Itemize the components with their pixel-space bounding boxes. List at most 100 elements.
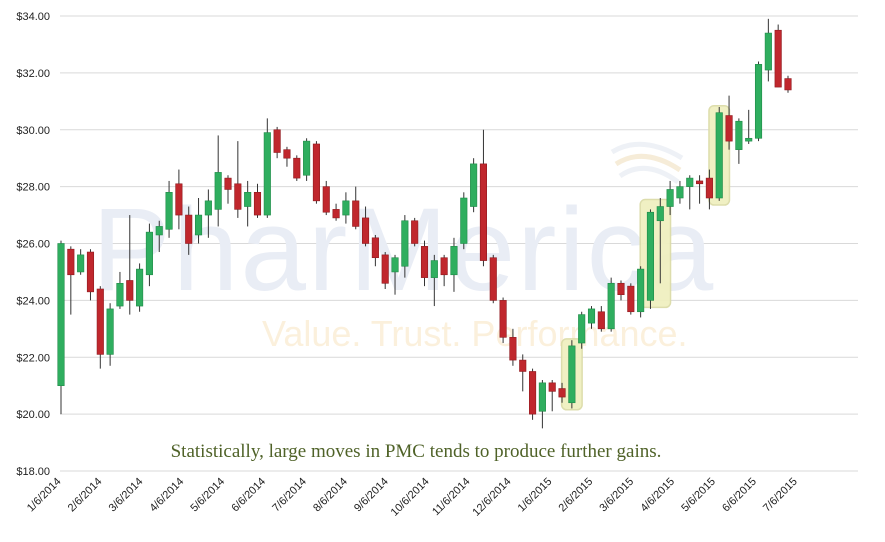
candle-body bbox=[175, 183, 183, 216]
candle-body bbox=[529, 371, 537, 415]
candle-body bbox=[558, 388, 566, 398]
x-tick-label: 4/6/2015 bbox=[638, 476, 677, 515]
candle-up bbox=[194, 198, 203, 244]
y-tick-label: $26.00 bbox=[16, 239, 50, 251]
candle-up bbox=[646, 209, 655, 309]
candle-down bbox=[224, 175, 232, 204]
candle-body bbox=[656, 206, 664, 222]
candle-body bbox=[686, 177, 694, 187]
candle-down bbox=[420, 240, 429, 287]
candle-down bbox=[548, 380, 556, 412]
candle-down bbox=[126, 215, 134, 315]
candle-body bbox=[509, 337, 517, 361]
candle-body bbox=[696, 180, 704, 185]
candle-down bbox=[234, 141, 242, 218]
candle-up bbox=[587, 306, 596, 329]
candle-body bbox=[460, 197, 468, 244]
candle-down bbox=[362, 206, 370, 247]
candle-down bbox=[283, 146, 291, 167]
candle-up bbox=[460, 192, 468, 250]
candle-up bbox=[715, 107, 723, 201]
candle-body bbox=[165, 192, 173, 230]
candle-down bbox=[67, 246, 75, 315]
x-tick-label: 3/6/2015 bbox=[597, 476, 636, 515]
candle-down bbox=[705, 169, 713, 210]
candle-body bbox=[735, 120, 743, 150]
x-tick-label: 6/6/2015 bbox=[720, 476, 759, 515]
candle-body bbox=[705, 177, 713, 199]
candle-down bbox=[411, 217, 419, 247]
candle-up bbox=[470, 158, 478, 213]
candle-body bbox=[67, 248, 75, 276]
candle-up bbox=[244, 180, 252, 227]
y-tick-label: $32.00 bbox=[16, 68, 50, 80]
candle-body bbox=[450, 246, 458, 276]
candle-up bbox=[607, 277, 615, 332]
candle-body bbox=[312, 143, 320, 202]
candle-body bbox=[362, 217, 370, 244]
candle-body bbox=[420, 246, 429, 278]
candle-up bbox=[754, 61, 763, 142]
candle-down bbox=[529, 368, 537, 420]
candle-down bbox=[253, 183, 262, 218]
candle-up bbox=[303, 138, 311, 181]
candle-up bbox=[116, 271, 124, 309]
x-tick-label: 3/6/2014 bbox=[107, 476, 146, 515]
y-axis-tick-labels: $18.00 $20.00 $22.00 $24.00 $26.00 $28.00 $30.… bbox=[16, 11, 50, 478]
candle-body bbox=[96, 288, 104, 355]
candle-body bbox=[479, 163, 487, 261]
candle-body bbox=[568, 345, 576, 404]
candle-body bbox=[371, 237, 379, 259]
x-tick-label: 11/6/2014 bbox=[430, 476, 473, 519]
candle-up bbox=[764, 18, 772, 82]
x-tick-label: 8/6/2014 bbox=[311, 476, 350, 515]
candle-body bbox=[470, 163, 478, 207]
candle-body bbox=[293, 157, 301, 179]
candle-up bbox=[165, 180, 173, 238]
candle-up bbox=[568, 340, 576, 409]
candle-body bbox=[578, 314, 586, 344]
x-tick-label: 12/6/2014 bbox=[470, 476, 513, 519]
x-tick-label: 1/6/2014 bbox=[25, 476, 64, 515]
candle-body bbox=[754, 64, 763, 139]
candle-up bbox=[401, 215, 409, 278]
candle-body bbox=[617, 283, 625, 295]
x-tick-label: 9/6/2014 bbox=[352, 476, 391, 515]
candle-down bbox=[558, 382, 566, 403]
candle-up bbox=[106, 303, 114, 366]
candle-body bbox=[430, 260, 438, 278]
candle-body bbox=[676, 186, 684, 199]
candle-body bbox=[745, 137, 753, 142]
candle-up bbox=[430, 254, 438, 307]
candle-down bbox=[332, 203, 340, 221]
candle-body bbox=[519, 359, 527, 372]
candle-body bbox=[145, 231, 153, 276]
candle-up bbox=[676, 180, 684, 204]
candle-body bbox=[194, 214, 203, 236]
candle-body bbox=[57, 243, 65, 386]
candle-down bbox=[499, 297, 507, 344]
x-tick-label: 10/6/2014 bbox=[389, 476, 432, 519]
candle-down bbox=[784, 75, 792, 93]
candle-body bbox=[607, 283, 615, 330]
candle-up bbox=[538, 380, 546, 429]
candle-down bbox=[509, 328, 517, 366]
candle-body bbox=[489, 257, 497, 301]
candle-down bbox=[696, 175, 704, 204]
gridlines bbox=[60, 15, 858, 472]
candle-body bbox=[548, 382, 556, 392]
candle-down bbox=[185, 206, 193, 255]
x-tick-label: 2/6/2014 bbox=[66, 476, 105, 515]
candle-down bbox=[322, 180, 330, 216]
candle-body bbox=[322, 186, 330, 213]
candle-body bbox=[391, 257, 399, 273]
candle-body bbox=[136, 268, 144, 307]
candle-up bbox=[666, 180, 674, 216]
chart-annotation: Statistically, large moves in PMC tends … bbox=[171, 441, 662, 462]
y-tick-label: $30.00 bbox=[16, 125, 50, 137]
candle-up bbox=[686, 175, 694, 210]
candle-up bbox=[450, 237, 458, 292]
candle-body bbox=[86, 251, 95, 293]
candle-up bbox=[263, 118, 271, 218]
x-tick-label: 7/6/2015 bbox=[761, 476, 800, 515]
